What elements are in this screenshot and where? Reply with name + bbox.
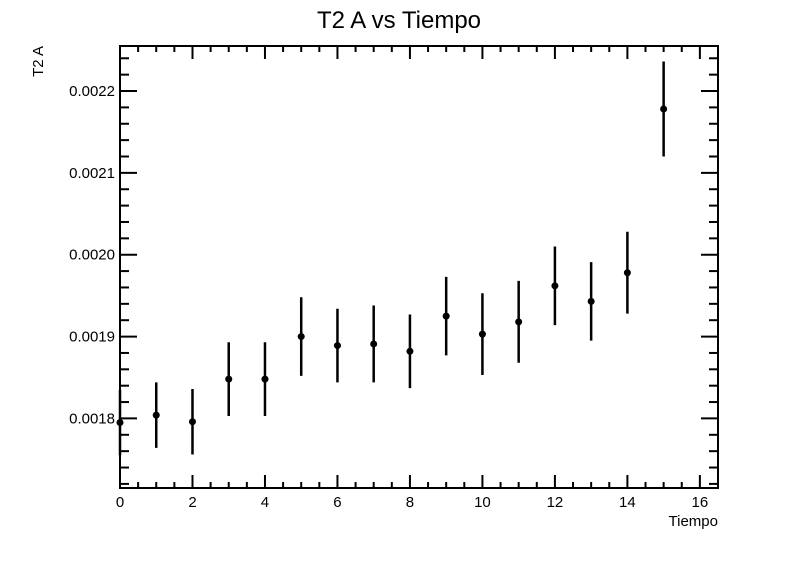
data-points — [116, 61, 668, 456]
data-point — [152, 411, 160, 419]
x-axis-label: Tiempo — [669, 513, 718, 530]
y-tick-label: 0.0019 — [69, 329, 115, 346]
x-tick-label: 12 — [547, 494, 564, 511]
plot-frame — [119, 45, 719, 489]
chart-title: T2 A vs Tiempo — [317, 7, 481, 34]
data-point — [623, 269, 631, 277]
x-tick-label: 6 — [333, 494, 341, 511]
y-tick-label: 0.0021 — [69, 165, 115, 182]
y-tick-label: 0.0022 — [69, 83, 115, 100]
x-tick-label: 16 — [692, 494, 709, 511]
data-point — [406, 347, 414, 355]
y-tick-label: 0.0018 — [69, 410, 115, 427]
data-point — [515, 318, 523, 326]
data-point — [442, 312, 450, 320]
data-point — [333, 342, 341, 350]
x-tick-label: 14 — [619, 494, 636, 511]
y-axis-tick-labels: 0.0018 0.0019 0.0020 0.0021 0.0022 — [69, 83, 115, 427]
data-point — [225, 375, 233, 383]
x-tick-label: 2 — [188, 494, 196, 511]
data-point — [188, 418, 196, 426]
y-tick-label: 0.0020 — [69, 247, 115, 264]
data-point — [551, 282, 559, 290]
data-point — [116, 419, 124, 427]
data-point — [261, 375, 269, 383]
x-tick-label: 4 — [261, 494, 269, 511]
x-tick-label: 8 — [406, 494, 414, 511]
data-point — [297, 333, 305, 341]
axis-ticks — [119, 46, 719, 488]
data-point — [478, 330, 486, 338]
y-axis-label: T2 A — [30, 46, 47, 77]
x-axis-tick-labels: 0 2 4 6 8 10 12 14 16 — [116, 494, 708, 511]
data-point — [587, 297, 595, 305]
x-tick-label: 10 — [474, 494, 491, 511]
x-tick-label: 0 — [116, 494, 124, 511]
data-point — [660, 105, 668, 113]
data-point — [370, 340, 378, 348]
